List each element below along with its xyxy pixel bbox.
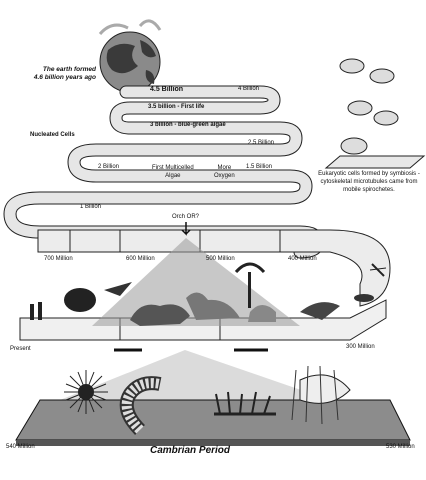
label-35-billion: 3.5 billion - First life xyxy=(148,104,205,110)
label-25-billion: 2.5 Billion xyxy=(248,140,275,146)
urchin-icon xyxy=(64,370,108,414)
label-600-million: 600 Million xyxy=(126,256,155,262)
label-3-billion: 3 billion - blue-green algae xyxy=(150,122,226,128)
label-present: Present xyxy=(10,346,31,352)
eukaryote-note: Eukaryotic cells formed by symbiosis - c… xyxy=(318,171,420,193)
cambrian-creatures xyxy=(64,365,351,435)
cambrian-slab xyxy=(15,399,411,446)
cambrian-period-title: Cambrian Period xyxy=(150,445,231,456)
sauropod-icon xyxy=(186,292,240,320)
label-nucleated-cells: Nucleated Cells xyxy=(30,132,75,138)
label-500-million: 500 Million xyxy=(206,256,235,262)
earth-globe-icon xyxy=(98,19,162,93)
label-400-million: 400 Million xyxy=(288,256,317,262)
dinosaur-icon xyxy=(130,304,190,326)
plesiosaur-icon xyxy=(300,302,340,320)
band-700-400 xyxy=(37,229,391,307)
label-orch-or: Orch OR? xyxy=(172,214,200,220)
hallucigenia-icon xyxy=(214,391,276,416)
dimetrodon-icon xyxy=(248,305,276,322)
pterosaur-icon xyxy=(104,282,132,296)
label-more-oxygen: More Oxygen xyxy=(214,165,235,179)
humans-icon xyxy=(30,302,42,320)
label-45-billion: 4.5 Billion xyxy=(150,86,184,93)
label-4-billion: 4 Billion xyxy=(238,86,260,92)
label-700-million: 700 Million xyxy=(44,256,73,262)
anomalocaris-icon xyxy=(291,365,351,425)
label-300-million: 300 Million xyxy=(346,344,375,350)
orch-or-arrow-icon xyxy=(181,222,191,236)
earth-formed-label: The earth formed 4.6 billion years ago xyxy=(33,66,96,81)
present-era-animals xyxy=(30,262,387,326)
time-spiral xyxy=(3,85,325,259)
label-540-million: 540 Million xyxy=(6,444,35,450)
label-1-billion: 1 Billion xyxy=(80,204,102,210)
label-530-million: 530 Million xyxy=(386,444,415,450)
fish-icon xyxy=(354,294,374,302)
palm-tree-icon xyxy=(234,262,266,308)
label-15-billion: 1.5 Billion xyxy=(246,164,273,170)
worm-creature-icon xyxy=(119,376,162,435)
mammoth-icon xyxy=(64,288,96,312)
label-first-algae: First Multicelled Algae xyxy=(152,165,194,179)
eukaryote-cells-icon xyxy=(324,58,426,169)
dragonfly-icon xyxy=(369,263,387,277)
label-2-billion: 2 Billion xyxy=(98,164,120,170)
